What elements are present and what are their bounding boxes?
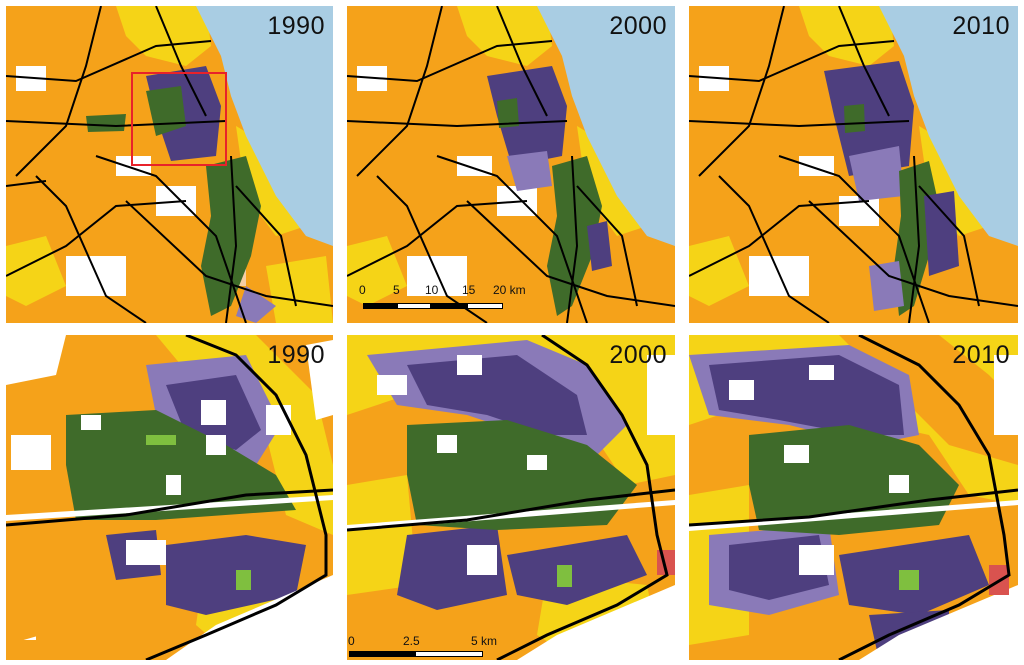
map-panel-overview-2010: 2010 xyxy=(689,6,1018,323)
scale-label: 10 xyxy=(425,283,439,297)
detail-map-2010 xyxy=(689,335,1018,660)
scale-label: 2.5 xyxy=(403,634,420,648)
scale-label: 5 km xyxy=(471,634,498,648)
scale-label: 0 xyxy=(359,283,366,297)
year-label: 2000 xyxy=(609,12,667,40)
overview-map-2000 xyxy=(347,6,675,323)
year-label: 2010 xyxy=(952,341,1010,369)
map-panel-overview-2000: 2000 0 5 10 15 20 km xyxy=(347,6,675,323)
map-panel-detail-2010: 2010 xyxy=(689,335,1018,660)
scale-label: 20 km xyxy=(493,283,526,297)
overview-map-1990 xyxy=(6,6,333,323)
overview-map-2010 xyxy=(689,6,1018,323)
scale-label: 15 xyxy=(462,283,476,297)
scale-label: 5 xyxy=(393,283,400,297)
detail-map-2000 xyxy=(347,335,675,660)
scale-bar-detail: 0 2.5 5 km xyxy=(347,634,517,660)
detail-map-1990 xyxy=(6,335,333,660)
map-panel-overview-1990: 1990 xyxy=(6,6,333,323)
year-label: 2010 xyxy=(952,12,1010,40)
year-label: 1990 xyxy=(267,12,325,40)
map-panel-detail-1990: 1990 xyxy=(6,335,333,660)
map-panel-detail-2000: 2000 0 2.5 5 km xyxy=(347,335,675,660)
year-label: 1990 xyxy=(267,341,325,369)
scale-label: 0 xyxy=(348,634,355,648)
year-label: 2000 xyxy=(609,341,667,369)
inset-box xyxy=(131,72,227,166)
scale-bar-overview: 0 5 10 15 20 km xyxy=(359,283,526,317)
